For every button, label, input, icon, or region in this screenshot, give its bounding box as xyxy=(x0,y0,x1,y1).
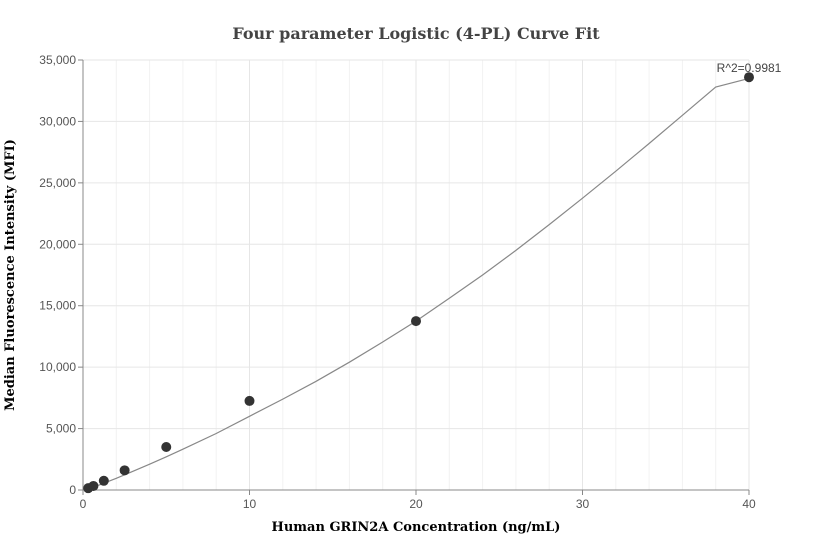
data-point xyxy=(88,480,99,491)
y-axis-title: Median Fluorescence Intensity (MFI) xyxy=(3,139,18,411)
x-tick-label: 20 xyxy=(409,497,423,511)
data-point xyxy=(411,316,421,327)
data-point xyxy=(744,72,754,83)
r-squared-annotation: R^2=0.9981 xyxy=(717,61,782,75)
y-tick-label: 15,000 xyxy=(39,299,76,313)
data-point xyxy=(119,465,130,476)
data-points xyxy=(83,72,754,494)
chart-title: Four parameter Logistic (4-PL) Curve Fit xyxy=(232,24,600,43)
y-tick-label: 0 xyxy=(69,483,76,497)
y-tick-label: 35,000 xyxy=(39,53,76,67)
y-tick-labels: 0 5,000 10,000 15,000 20,000 25,000 30,000 35,0… xyxy=(39,53,83,497)
x-tick-labels: 0 10 20 30 40 xyxy=(80,490,756,511)
y-tick-label: 30,000 xyxy=(39,114,76,128)
data-point xyxy=(161,442,172,452)
fit-curve xyxy=(82,77,750,491)
x-axis-title: Human GRIN2A Concentration (ng/mL) xyxy=(272,520,561,535)
y-tick-label: 25,000 xyxy=(39,176,76,190)
y-tick-label: 10,000 xyxy=(39,360,76,374)
x-tick-label: 0 xyxy=(80,497,87,511)
grid xyxy=(83,59,750,490)
y-tick-label: 20,000 xyxy=(39,237,76,251)
data-point xyxy=(244,395,255,406)
data-point xyxy=(98,475,109,486)
x-tick-label: 10 xyxy=(243,497,257,511)
x-tick-label: 30 xyxy=(576,497,590,511)
x-tick-label: 40 xyxy=(742,497,756,511)
y-tick-label: 5,000 xyxy=(46,422,76,436)
